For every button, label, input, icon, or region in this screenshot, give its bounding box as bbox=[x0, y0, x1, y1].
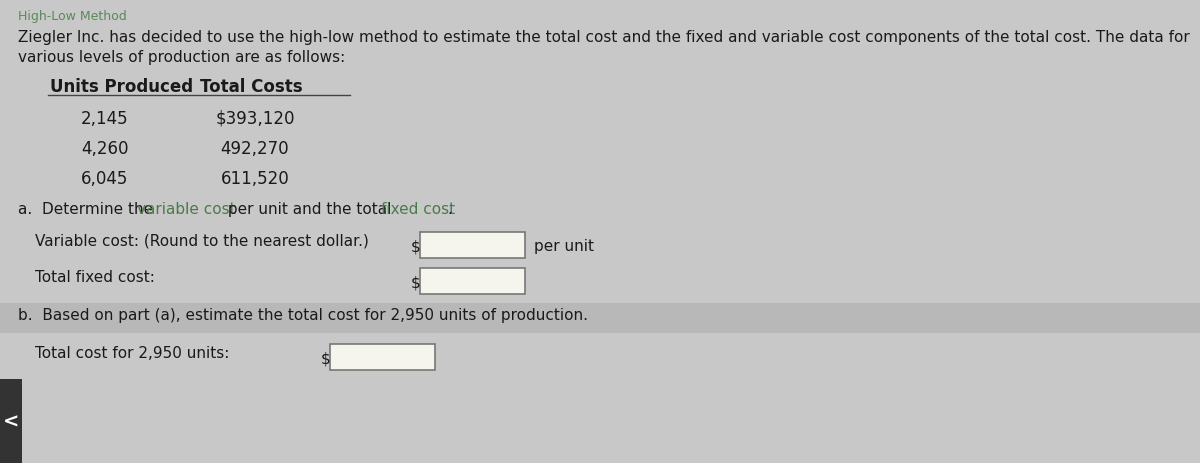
FancyBboxPatch shape bbox=[420, 232, 526, 258]
Text: Total Costs: Total Costs bbox=[200, 78, 302, 96]
Text: b.  Based on part (a), estimate the total cost for 2,950 units of production.: b. Based on part (a), estimate the total… bbox=[18, 307, 588, 322]
Text: 2,145: 2,145 bbox=[82, 110, 128, 128]
Text: Ziegler Inc. has decided to use the high-low method to estimate the total cost a: Ziegler Inc. has decided to use the high… bbox=[18, 30, 1189, 45]
FancyBboxPatch shape bbox=[0, 303, 1200, 333]
Text: <: < bbox=[2, 412, 19, 431]
Text: High-Low Method: High-Low Method bbox=[18, 10, 127, 23]
Text: 6,045: 6,045 bbox=[82, 169, 128, 188]
Text: 492,270: 492,270 bbox=[221, 140, 289, 158]
Text: $: $ bbox=[322, 351, 331, 366]
FancyBboxPatch shape bbox=[0, 379, 22, 463]
Text: Variable cost: (Round to the nearest dollar.): Variable cost: (Round to the nearest dol… bbox=[35, 233, 368, 249]
Text: $: $ bbox=[410, 239, 421, 254]
Text: variable cost: variable cost bbox=[137, 201, 235, 217]
Text: various levels of production are as follows:: various levels of production are as foll… bbox=[18, 50, 346, 65]
Text: fixed cost: fixed cost bbox=[382, 201, 455, 217]
Text: Total fixed cost:: Total fixed cost: bbox=[35, 269, 155, 284]
Text: .: . bbox=[446, 201, 452, 217]
FancyBboxPatch shape bbox=[420, 269, 526, 294]
Text: Units Produced: Units Produced bbox=[50, 78, 193, 96]
Text: 4,260: 4,260 bbox=[82, 140, 128, 158]
Text: per unit and the total: per unit and the total bbox=[223, 201, 396, 217]
FancyBboxPatch shape bbox=[330, 344, 436, 370]
Text: a.  Determine the: a. Determine the bbox=[18, 201, 158, 217]
Text: $393,120: $393,120 bbox=[215, 110, 295, 128]
Text: Total cost for 2,950 units:: Total cost for 2,950 units: bbox=[35, 345, 229, 360]
Text: per unit: per unit bbox=[534, 239, 594, 254]
Text: $: $ bbox=[410, 275, 421, 290]
Text: 611,520: 611,520 bbox=[221, 169, 289, 188]
